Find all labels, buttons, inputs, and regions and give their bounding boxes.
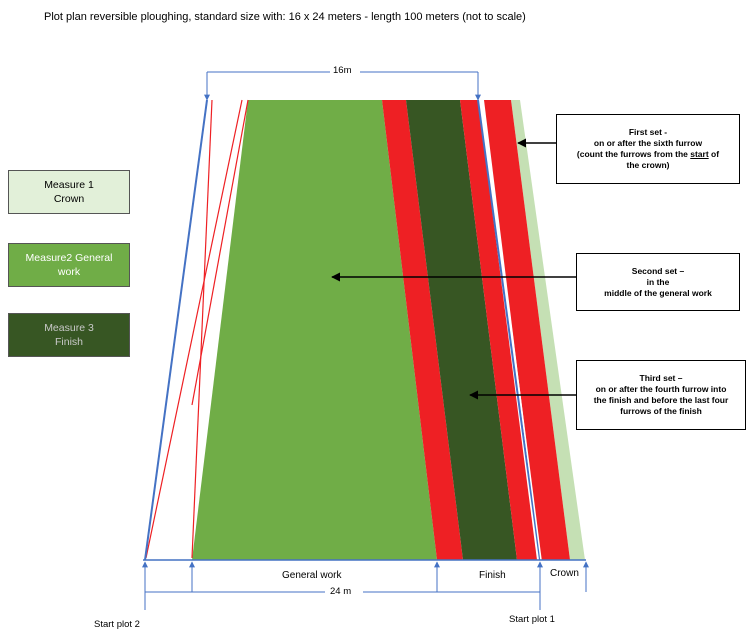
- outline-right-inner: [481, 99, 542, 561]
- callout-second-set: Second set – in the middle of the genera…: [576, 253, 740, 311]
- legend-general-line1: Measure2 General: [25, 252, 113, 264]
- general-work-band: [192, 100, 437, 560]
- legend-finish-line2: Finish: [54, 336, 83, 348]
- legend-general-line2: work: [57, 266, 81, 278]
- general-work-label: General work: [282, 570, 342, 581]
- red-band-1: [382, 100, 463, 560]
- callout-third-set: Third set – on or after the fourth furro…: [576, 360, 746, 430]
- legend-crown: Measure 1 Crown: [8, 170, 130, 214]
- top-width-label: 16m: [333, 65, 352, 76]
- outline-right: [477, 99, 541, 561]
- second-set-line2: middle of the general work: [604, 287, 712, 298]
- first-set-title: First set -: [628, 127, 668, 137]
- red-line-3: [191, 99, 249, 406]
- legend-crown-line1: Measure 1: [44, 179, 94, 191]
- third-set-line3: furrows of the finish: [620, 406, 702, 416]
- start-plot-1-label: Start plot 1: [509, 614, 555, 625]
- legend-finish: Measure 3 Finish: [8, 313, 130, 357]
- finish-label: Finish: [479, 570, 506, 581]
- first-set-line2: (count the furrows from the start of: [576, 149, 720, 159]
- second-set-title: Second set –: [631, 265, 685, 276]
- outline-left: [144, 99, 208, 561]
- legend-general-work: Measure2 General work: [8, 243, 130, 287]
- finish-band: [406, 100, 517, 560]
- callout-first-set: First set - on or after the sixth furrow…: [556, 114, 740, 184]
- first-set-line1: on or after the sixth furrow: [593, 138, 703, 148]
- legend-crown-line2: Crown: [53, 193, 85, 205]
- legend-finish-line1: Measure 3: [44, 322, 94, 334]
- crown-label: Crown: [550, 568, 579, 579]
- start-plot-2-label: Start plot 2: [94, 619, 140, 630]
- red-line-1: [191, 99, 213, 559]
- third-set-line1: on or after the fourth furrow into: [595, 384, 727, 394]
- third-set-line2: the finish and before the last four: [593, 395, 729, 405]
- crown-band-light: [511, 100, 585, 560]
- first-set-line3: the crown): [626, 160, 670, 170]
- red-line-2: [145, 99, 243, 559]
- red-band-2: [460, 100, 537, 560]
- third-set-title: Third set –: [639, 373, 683, 383]
- plot-title: Plot plan reversible ploughing, standard…: [44, 11, 526, 23]
- red-band-3: [484, 100, 570, 560]
- bottom-width-label: 24 m: [330, 586, 352, 597]
- second-set-line1: in the: [646, 276, 670, 287]
